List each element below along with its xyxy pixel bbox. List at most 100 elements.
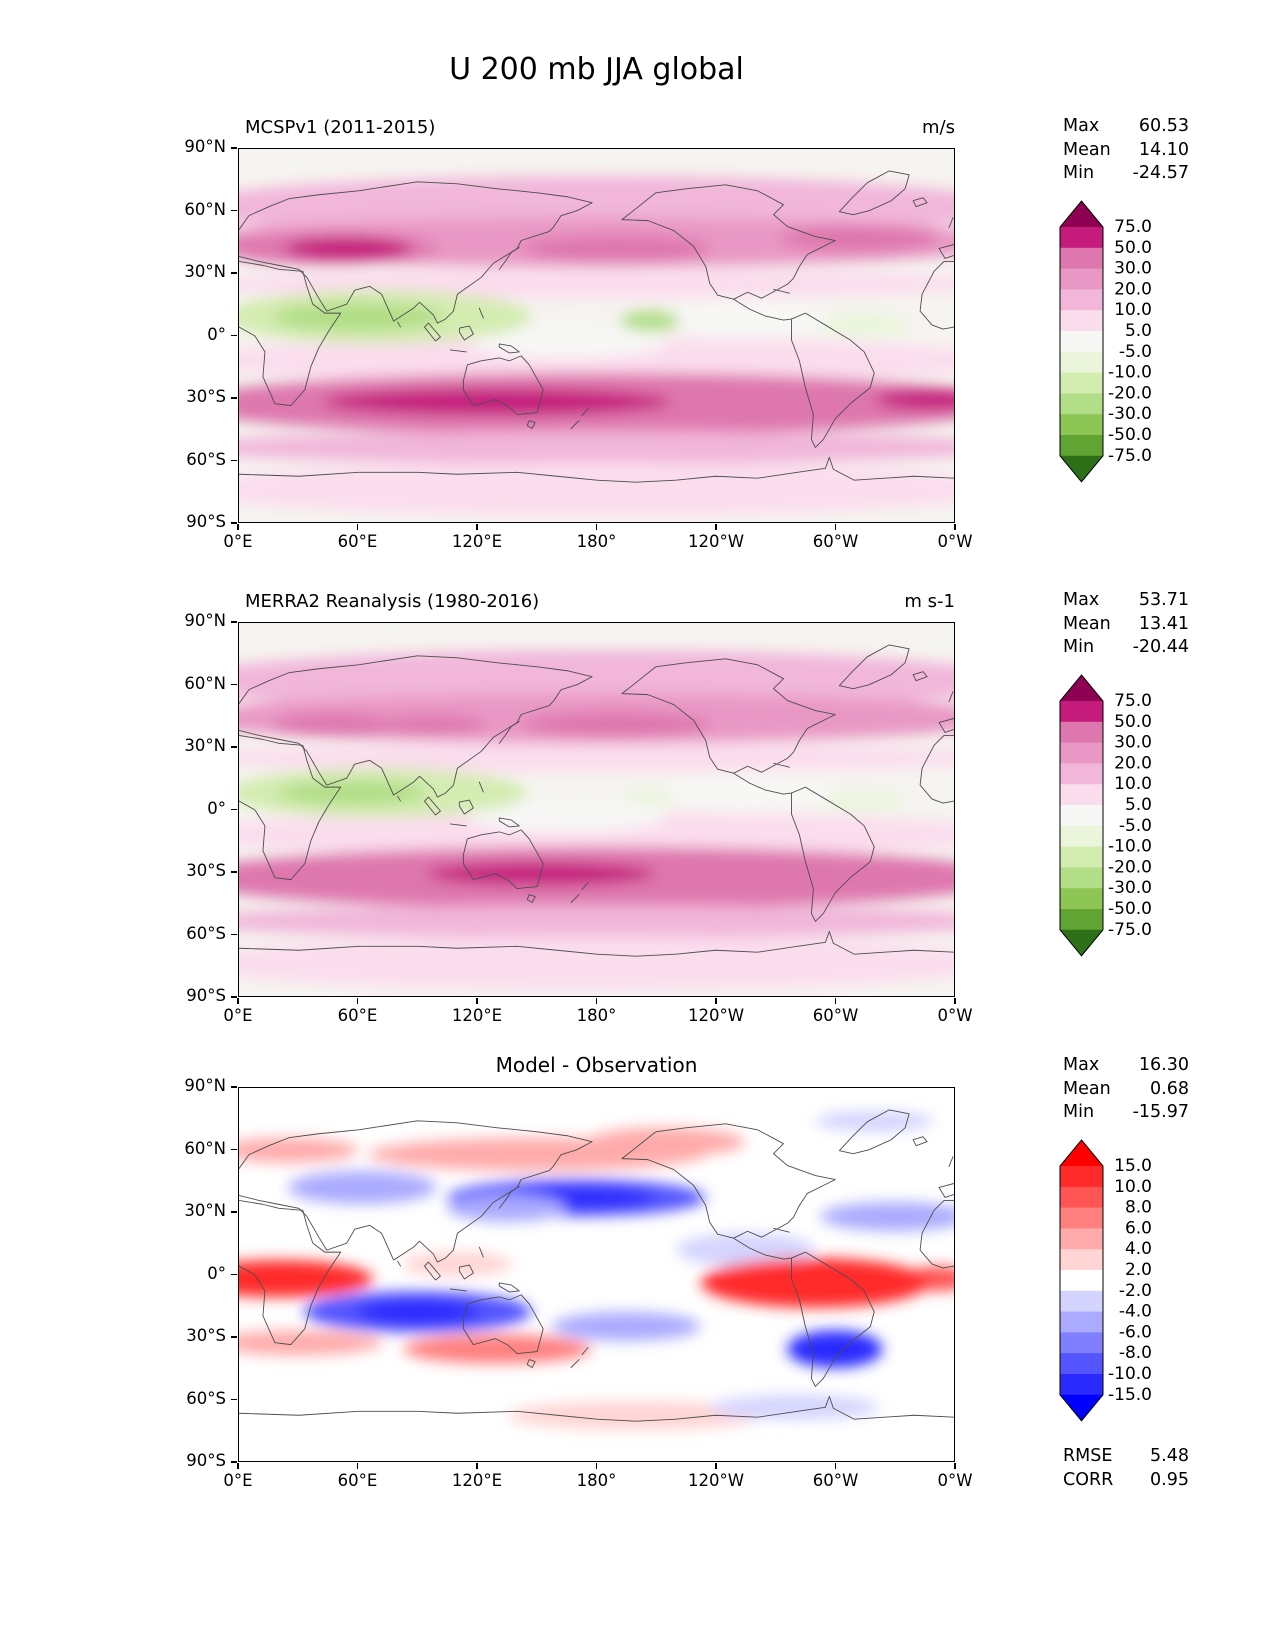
stat-row: Min -24.57 bbox=[1063, 162, 1189, 186]
x-tick-label: 0°W bbox=[937, 1471, 973, 1490]
x-tick-label: 60°W bbox=[812, 532, 859, 551]
colorbar-tick-label: -15.0 bbox=[1108, 1385, 1152, 1405]
colorbar-tick-label: -50.0 bbox=[1108, 425, 1152, 445]
y-tick-label: 60°N bbox=[184, 1138, 226, 1158]
colorbar-segment bbox=[1060, 867, 1103, 889]
x-tick bbox=[595, 1463, 598, 1469]
colorbar-cap-top bbox=[1060, 201, 1103, 227]
x-tick bbox=[715, 1463, 717, 1469]
x-tick-label: 0°E bbox=[223, 532, 253, 551]
colorbar-segment bbox=[1060, 1311, 1103, 1333]
stat-label: RMSE bbox=[1063, 1446, 1113, 1466]
colorbar-tick-label: 10.0 bbox=[1114, 774, 1152, 794]
colorbar-segment bbox=[1060, 1290, 1103, 1312]
stat-value: 60.53 bbox=[1138, 116, 1189, 136]
colorbar-tick-label: -6.0 bbox=[1119, 1322, 1152, 1342]
panel-3-map bbox=[238, 1087, 955, 1462]
coastline bbox=[912, 671, 928, 682]
y-tick-label: 90°S bbox=[186, 512, 226, 531]
contour-blob bbox=[402, 1334, 592, 1364]
panel-2-units: m s-1 bbox=[904, 591, 955, 612]
x-tick bbox=[954, 524, 956, 530]
y-tick bbox=[231, 397, 237, 399]
contour-blob bbox=[239, 1260, 374, 1298]
coastline bbox=[791, 312, 875, 448]
contour-blob bbox=[814, 1110, 935, 1132]
contour-blob bbox=[522, 712, 711, 737]
coastline bbox=[498, 247, 520, 270]
y-tick-label: 60°S bbox=[186, 923, 226, 943]
contour-blob bbox=[624, 788, 676, 806]
contour-blob bbox=[239, 430, 954, 464]
coastline bbox=[478, 781, 484, 793]
panel-2-colorbar: 75.0 50.0 30.0 20.0 10.0 5.0 -5.0 -10.0 -20.0 -30… bbox=[1058, 674, 1198, 974]
contour-blob bbox=[239, 904, 954, 938]
contour-blob bbox=[819, 1201, 954, 1231]
colorbar-svg: 15.010.08.06.04.02.0-2.0-4.0-6.0-8.0-10.… bbox=[1059, 1139, 1152, 1422]
y-tick-label: 60°S bbox=[186, 1388, 226, 1408]
x-tick-label: 120°E bbox=[451, 1471, 503, 1490]
x-tick bbox=[476, 998, 478, 1004]
coastline bbox=[948, 1156, 954, 1168]
contour-blob bbox=[284, 237, 412, 260]
contour-blob bbox=[889, 863, 954, 885]
y-tick-label: 0° bbox=[207, 324, 226, 344]
contour-blob bbox=[551, 1311, 701, 1341]
contour-blob bbox=[447, 1194, 567, 1222]
colorbar-tick-label: -5.0 bbox=[1119, 342, 1152, 362]
colorbar-tick-label: 20.0 bbox=[1114, 279, 1152, 299]
map-svg bbox=[239, 149, 954, 522]
contour-blob bbox=[239, 1330, 383, 1356]
coastline bbox=[458, 1264, 474, 1280]
contour-blob bbox=[239, 743, 954, 773]
y-tick-label: 0° bbox=[207, 1263, 226, 1283]
stat-label: Min bbox=[1063, 163, 1095, 183]
x-tick-label: 0°E bbox=[223, 1471, 253, 1490]
y-tick bbox=[231, 522, 237, 524]
panel-1-map bbox=[238, 148, 955, 523]
colorbar-tick-label: -10.0 bbox=[1108, 837, 1152, 857]
x-tick bbox=[834, 1463, 837, 1469]
x-tick-label: 0°E bbox=[223, 1006, 253, 1025]
coastline bbox=[458, 799, 474, 815]
coastline bbox=[498, 721, 520, 744]
coastline bbox=[424, 796, 441, 816]
contour-blob bbox=[239, 461, 954, 516]
y-tick bbox=[231, 746, 237, 748]
y-tick-label: 60°N bbox=[184, 199, 226, 219]
colorbar-segment bbox=[1060, 1270, 1103, 1292]
panel-3-stats: Max 16.30 Mean 0.68 Min -15.97 bbox=[1063, 1054, 1189, 1125]
colorbar-tick-label: 8.0 bbox=[1125, 1198, 1152, 1218]
coastline bbox=[239, 260, 342, 407]
contour-blob bbox=[779, 224, 939, 252]
colorbar-segment bbox=[1060, 721, 1103, 743]
colorbar-outline bbox=[1059, 200, 1104, 483]
x-tick-label: 60°W bbox=[812, 1471, 859, 1490]
coastline bbox=[239, 1395, 954, 1422]
contour-blob bbox=[239, 935, 954, 990]
colorbar-tick-label: 4.0 bbox=[1125, 1239, 1152, 1259]
y-tick bbox=[231, 871, 237, 873]
panel-3-extra-stats: RMSE 5.48 CORR 0.95 bbox=[1063, 1445, 1189, 1492]
colorbar-segment bbox=[1060, 414, 1103, 436]
x-tick bbox=[834, 998, 837, 1004]
x-tick-label: 0°W bbox=[937, 1006, 973, 1025]
x-tick bbox=[356, 1463, 359, 1469]
stat-label: Min bbox=[1063, 637, 1095, 657]
colorbar-segment bbox=[1060, 351, 1103, 373]
coastline bbox=[239, 655, 593, 705]
coastline bbox=[938, 1183, 954, 1198]
contour-blob bbox=[323, 388, 671, 416]
colorbar-segment bbox=[1060, 393, 1103, 415]
coastline bbox=[239, 202, 593, 324]
coastline bbox=[449, 823, 467, 827]
colorbar-tick-label: 30.0 bbox=[1114, 259, 1152, 279]
coastline bbox=[733, 772, 792, 795]
coastline bbox=[733, 298, 792, 321]
colorbar-segment bbox=[1060, 742, 1103, 764]
colorbar-segment bbox=[1060, 247, 1103, 269]
y-tick-label: 30°S bbox=[186, 1326, 226, 1345]
y-tick bbox=[231, 1336, 237, 1338]
y-tick-label: 30°S bbox=[186, 861, 226, 880]
